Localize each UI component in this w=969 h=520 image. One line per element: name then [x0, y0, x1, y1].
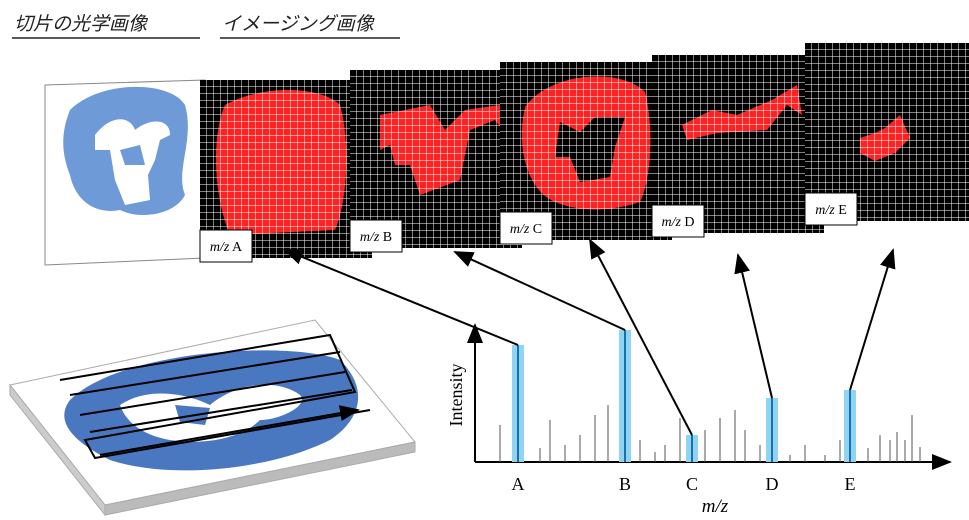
peak-letter: A [232, 240, 243, 255]
imaging-panel: m/z C [500, 62, 672, 244]
peak-label: D [766, 474, 779, 494]
panel-label: m/z D [661, 215, 694, 230]
arrow [455, 252, 625, 330]
imaging-title: イメージング画像 [222, 13, 376, 35]
imaging-panel: m/z E [805, 43, 969, 225]
diagram: 切片の光学画像 イメージング画像 m/z Am/z Bm/z Cm/z Dm/z… [0, 0, 969, 520]
imaging-panel: m/z A [200, 80, 372, 262]
peak-label: E [845, 474, 856, 494]
mz-text: m/z [661, 215, 681, 230]
peak-label: A [512, 474, 525, 494]
peak-letter: E [838, 203, 847, 218]
peak-letter: C [533, 222, 542, 237]
optical-image [45, 80, 205, 265]
peak-letter: B [383, 230, 392, 245]
peak-letter: D [684, 215, 694, 230]
peak-label: B [619, 474, 631, 494]
mz-text: m/z [815, 203, 835, 218]
slide [10, 320, 415, 515]
y-axis-label: Intensity [446, 364, 466, 427]
peak-label: C [686, 474, 698, 494]
mz-text: m/z [510, 222, 530, 237]
panel-label: m/z E [815, 203, 847, 218]
panel-label: m/z B [360, 230, 392, 245]
arrow [850, 250, 893, 390]
panel-label: m/z C [510, 222, 542, 237]
spectrum: Intensity m/z A B C D E [446, 325, 950, 517]
imaging-panel: m/z D [652, 55, 824, 237]
mz-text: m/z [210, 240, 230, 255]
arrow [738, 255, 772, 398]
panel-label: m/z A [210, 240, 243, 255]
optical-title: 切片の光学画像 [14, 13, 149, 35]
imaging-panel: m/z B [350, 70, 522, 252]
arrow [590, 240, 692, 435]
mz-text: m/z [360, 230, 380, 245]
x-axis-label: m/z [702, 496, 729, 517]
